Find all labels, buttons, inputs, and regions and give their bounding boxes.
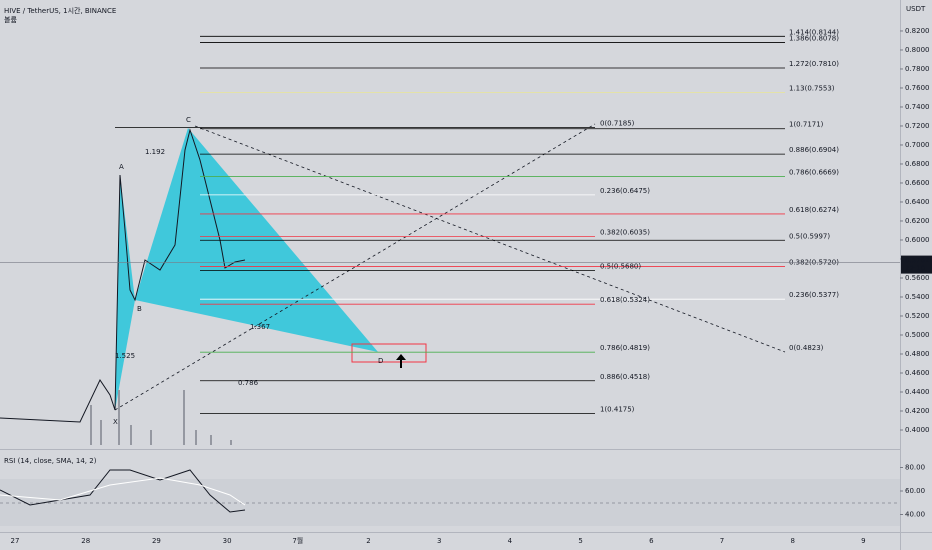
price-tick-label: 0.4800 (905, 350, 930, 358)
fib-label: 0.786(0.6669) (789, 168, 839, 176)
pane-divider (0, 449, 900, 450)
price-tick-label: 0.7600 (905, 84, 930, 92)
fib-label: 1.414(0.8144) (789, 28, 839, 36)
last-price-label: 0.5762 (905, 257, 930, 265)
pattern-xab (115, 175, 135, 410)
time-label: 4 (508, 537, 513, 545)
pattern-ratio: 1.367 (250, 323, 270, 331)
price-tick-label: 0.4000 (905, 426, 930, 434)
time-label: 7 (720, 537, 724, 545)
fib-label: 0.236(0.5377) (789, 291, 839, 299)
fib-label: 0.236(0.6475) (600, 187, 650, 195)
price-tick-label: 0.6600 (905, 179, 930, 187)
price-tick-label: 0.5200 (905, 312, 930, 320)
time-label: 30 (223, 537, 232, 545)
pattern-point: B (137, 305, 142, 313)
time-label: 8 (790, 537, 794, 545)
fib-label: 0.618(0.6274) (789, 206, 839, 214)
price-tick-label: 0.8000 (905, 46, 930, 54)
fib-label: 0.618(0.5324) (600, 296, 650, 304)
fib-label: 0.886(0.6904) (789, 146, 839, 154)
indicator-label: 볼륨 (4, 15, 17, 24)
price-tick-label: 0.5600 (905, 274, 930, 282)
symbol-title: HIVE / TetherUS, 1시간, BINANCE (4, 6, 116, 15)
fib-label: 1.13(0.7553) (789, 84, 835, 92)
rsi-tick-label: 80.00 (905, 464, 925, 472)
rsi-line (0, 469, 246, 513)
time-label: 2 (366, 537, 370, 545)
price-tick-label: 0.6800 (905, 160, 930, 168)
time-label: 3 (437, 537, 441, 545)
time-label: 5 (578, 537, 582, 545)
price-tick-label: 0.8200 (905, 27, 930, 35)
time-label: 28 (81, 537, 90, 545)
fib-label: 0(0.4823) (789, 344, 824, 352)
time-label: 27 (11, 537, 20, 545)
fib-label: 0.5(0.5997) (789, 232, 830, 240)
time-label: 9 (861, 537, 865, 545)
price-tick-label: 0.4400 (905, 388, 930, 396)
countdown-label: 22:10 (905, 265, 925, 273)
price-path (0, 128, 246, 423)
pattern-ratio: 0.786 (238, 379, 259, 387)
price-tick-label: 0.7000 (905, 141, 930, 149)
pattern-ratio: 1.192 (145, 148, 165, 156)
arrow-icon (396, 354, 406, 368)
fib-label: 0.5(0.5680) (600, 262, 641, 270)
price-tick-label: 0.5400 (905, 293, 930, 301)
price-tick-label: 0.6400 (905, 198, 930, 206)
time-label: 29 (152, 537, 161, 545)
fib-label: 0(0.7185) (600, 119, 635, 127)
fib-label: 1.272(0.7810) (789, 60, 839, 68)
time-label: 7월 (292, 536, 303, 545)
axis-divider (900, 0, 901, 550)
fib-label: 1(0.4175) (600, 405, 635, 413)
fib-label: 0.382(0.6035) (600, 229, 650, 237)
rsi-sma-line (0, 477, 246, 506)
price-tick-label: 0.6200 (905, 217, 930, 225)
rsi-tick-label: 40.00 (905, 511, 925, 519)
fib-label: 1(0.7171) (789, 121, 824, 129)
last-price-badge (901, 255, 932, 274)
target-box (351, 343, 427, 363)
time-label: 6 (649, 537, 654, 545)
pattern-point: C (186, 116, 191, 124)
pattern-point: D (378, 357, 383, 365)
price-tick-label: 0.4600 (905, 369, 930, 377)
fib-label: 1.386(0.8078) (789, 35, 839, 43)
rsi-title: RSI (14, close, SMA, 14, 2) (4, 457, 97, 465)
fib-label: 0.786(0.4819) (600, 344, 650, 352)
pattern-ratio: 1.525 (115, 352, 135, 360)
pattern-point: X (113, 418, 118, 426)
price-tick-label: 0.4200 (905, 407, 930, 415)
price-tick-label: 0.7400 (905, 103, 930, 111)
time-divider (0, 532, 932, 533)
fib-label: 0.886(0.4518) (600, 373, 650, 381)
currency: USDT (906, 5, 926, 13)
rsi-tick-label: 60.00 (905, 487, 925, 495)
price-tick-label: 0.7200 (905, 122, 930, 130)
price-tick-label: 0.5000 (905, 331, 930, 339)
price-tick-label: 0.7800 (905, 65, 930, 73)
pattern-point: A (119, 163, 124, 171)
volume-bars (90, 390, 232, 445)
price-tick-label: 0.6000 (905, 236, 930, 244)
